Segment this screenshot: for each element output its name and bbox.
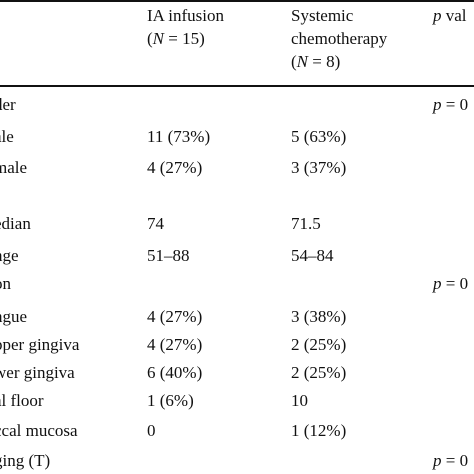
row-label: ging (T) bbox=[0, 451, 51, 470]
row-sys-value: 3 (38%) bbox=[291, 307, 347, 326]
p-text: = 0 bbox=[441, 95, 469, 114]
row-label: on bbox=[0, 274, 11, 293]
row-sys-value: 54–84 bbox=[291, 246, 334, 265]
row-label: edian bbox=[0, 214, 31, 233]
row-label: der bbox=[0, 95, 16, 114]
header-sys-line3: (N = 8) bbox=[291, 50, 387, 73]
row-label: ale bbox=[0, 127, 14, 146]
header-systemic-chemotherapy: Systemic chemotherapy (N = 8) bbox=[291, 4, 387, 73]
header-ia-infusion: IA infusion (N = 15) bbox=[147, 4, 224, 50]
row-sys-value: 71.5 bbox=[291, 214, 321, 233]
row-label: ngue bbox=[0, 307, 28, 326]
header-sys-open: ( bbox=[291, 52, 297, 71]
row-sys-value: 10 bbox=[291, 391, 308, 410]
header-p-value: p val bbox=[433, 4, 467, 27]
p-text: = 0 bbox=[441, 274, 469, 293]
header-sys-count: = 8) bbox=[308, 52, 341, 71]
header-ia-line2: (N = 15) bbox=[147, 27, 224, 50]
header-sys-line2: chemotherapy bbox=[291, 29, 388, 48]
row-sys-value: 2 (25%) bbox=[291, 363, 347, 382]
row-p-value: p = 0 bbox=[433, 272, 468, 295]
row-ia-value: 0 bbox=[147, 421, 156, 440]
header-bottom-rule bbox=[0, 85, 474, 87]
header-p-var: p bbox=[433, 6, 442, 25]
row-ia-value: 1 (6%) bbox=[147, 391, 194, 410]
row-label: wer gingiva bbox=[0, 363, 75, 382]
p-var: p bbox=[433, 274, 442, 293]
row-label: male bbox=[0, 158, 28, 177]
p-var: p bbox=[433, 95, 442, 114]
header-ia-n-var: N bbox=[152, 29, 165, 48]
row-ia-value: 4 (27%) bbox=[147, 307, 203, 326]
header-sys-n-var: N bbox=[296, 52, 309, 71]
p-text: = 0 bbox=[441, 451, 469, 470]
row-p-value: p = 0 bbox=[433, 449, 468, 472]
row-label: nge bbox=[0, 246, 19, 265]
row-ia-value: 4 (27%) bbox=[147, 158, 203, 177]
row-sys-value: 2 (25%) bbox=[291, 335, 347, 354]
header-ia-count: = 15) bbox=[164, 29, 205, 48]
row-label: al floor bbox=[0, 391, 44, 410]
row-sys-value: 3 (37%) bbox=[291, 158, 347, 177]
row-sys-value: 1 (12%) bbox=[291, 421, 347, 440]
row-ia-value: 51–88 bbox=[147, 246, 190, 265]
table-top-rule bbox=[0, 0, 474, 2]
header-ia-open: ( bbox=[147, 29, 153, 48]
row-ia-value: 6 (40%) bbox=[147, 363, 203, 382]
row-ia-value: 4 (27%) bbox=[147, 335, 203, 354]
row-ia-value: 74 bbox=[147, 214, 164, 233]
row-ia-value: 11 (73%) bbox=[147, 127, 211, 146]
header-ia-line1: IA infusion bbox=[147, 6, 224, 25]
header-sys-line1: Systemic bbox=[291, 6, 354, 25]
row-sys-value: 5 (63%) bbox=[291, 127, 347, 146]
row-p-value: p = 0 bbox=[433, 93, 468, 116]
p-var: p bbox=[433, 451, 442, 470]
header-p-text: val bbox=[441, 6, 467, 25]
row-label: ccal mucosa bbox=[0, 421, 78, 440]
row-label: pper gingiva bbox=[0, 335, 80, 354]
